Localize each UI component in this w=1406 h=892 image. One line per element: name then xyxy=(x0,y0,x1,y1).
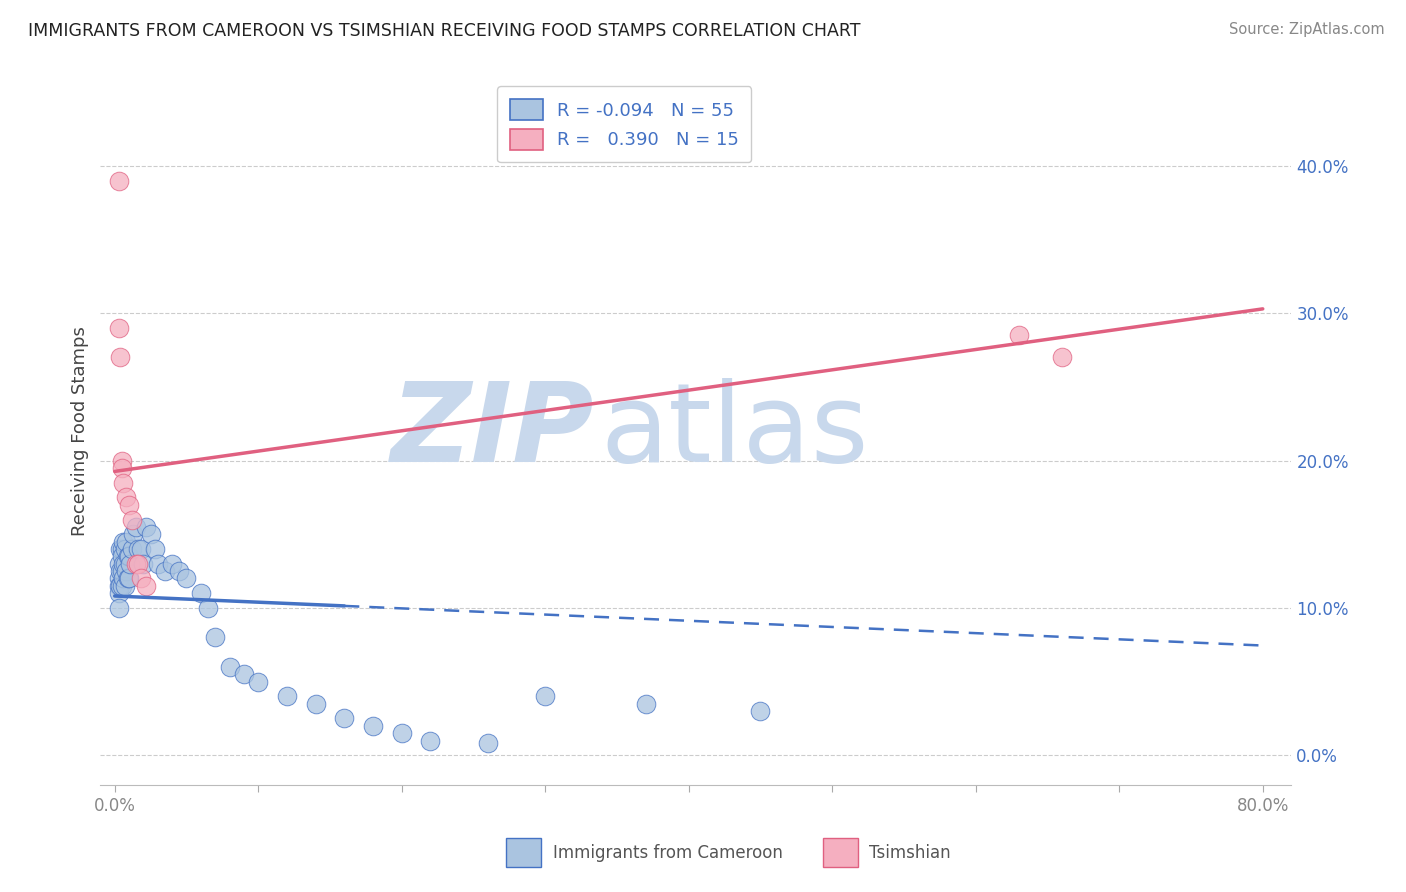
Point xyxy=(110,564,132,578)
Point xyxy=(108,586,131,600)
Point xyxy=(118,571,141,585)
Point xyxy=(120,557,142,571)
Point xyxy=(111,461,134,475)
Point xyxy=(749,704,772,718)
Point xyxy=(247,674,270,689)
Point xyxy=(108,557,131,571)
Point xyxy=(114,579,136,593)
Point xyxy=(111,549,134,564)
Point xyxy=(127,541,149,556)
Point xyxy=(110,351,132,365)
Point xyxy=(169,564,191,578)
Point xyxy=(112,534,135,549)
Point xyxy=(176,571,198,585)
Point xyxy=(153,564,176,578)
Point xyxy=(204,631,226,645)
Point xyxy=(139,527,162,541)
Point xyxy=(419,733,441,747)
Point xyxy=(108,579,131,593)
Point xyxy=(135,520,157,534)
Text: ZIP: ZIP xyxy=(391,377,595,484)
Point xyxy=(125,557,148,571)
Point xyxy=(143,541,166,556)
Point xyxy=(361,719,384,733)
Point xyxy=(146,557,169,571)
Point xyxy=(111,541,134,556)
Point xyxy=(115,491,138,505)
Text: IMMIGRANTS FROM CAMEROON VS TSIMSHIAN RECEIVING FOOD STAMPS CORRELATION CHART: IMMIGRANTS FROM CAMEROON VS TSIMSHIAN RE… xyxy=(28,22,860,40)
Point xyxy=(110,579,132,593)
Point xyxy=(117,549,139,564)
Point xyxy=(121,512,143,526)
Point xyxy=(1008,328,1031,343)
Point xyxy=(114,557,136,571)
Point xyxy=(108,601,131,615)
Legend: R = -0.094   N = 55, R =   0.390   N = 15: R = -0.094 N = 55, R = 0.390 N = 15 xyxy=(498,87,751,162)
Y-axis label: Receiving Food Stamps: Receiving Food Stamps xyxy=(72,326,89,536)
Point xyxy=(218,660,240,674)
Point xyxy=(108,321,131,335)
Point xyxy=(132,557,155,571)
Text: Immigrants from Cameroon: Immigrants from Cameroon xyxy=(553,844,782,862)
Point xyxy=(634,697,657,711)
Text: Tsimshian: Tsimshian xyxy=(869,844,950,862)
Point xyxy=(111,564,134,578)
Point xyxy=(110,541,132,556)
Text: atlas: atlas xyxy=(600,377,869,484)
Point xyxy=(333,711,356,725)
Point xyxy=(108,571,131,585)
Point xyxy=(121,541,143,556)
Point xyxy=(477,737,499,751)
Point xyxy=(1050,351,1073,365)
Point xyxy=(111,453,134,467)
Point xyxy=(190,586,212,600)
Point xyxy=(122,527,145,541)
Point xyxy=(118,498,141,512)
Point xyxy=(135,579,157,593)
Point xyxy=(276,690,298,704)
Point xyxy=(112,475,135,490)
Point xyxy=(127,557,149,571)
Point xyxy=(108,173,131,187)
Point xyxy=(534,690,557,704)
Point xyxy=(391,726,413,740)
Point xyxy=(160,557,183,571)
Point xyxy=(197,601,219,615)
Point xyxy=(114,541,136,556)
Point xyxy=(125,520,148,534)
Point xyxy=(118,549,141,564)
Point xyxy=(111,579,134,593)
Point xyxy=(232,667,254,681)
Point xyxy=(112,571,135,585)
Point xyxy=(129,571,152,585)
Point xyxy=(129,541,152,556)
Point xyxy=(115,534,138,549)
Point xyxy=(112,557,135,571)
Text: Source: ZipAtlas.com: Source: ZipAtlas.com xyxy=(1229,22,1385,37)
Point xyxy=(117,571,139,585)
Point xyxy=(115,564,138,578)
Point xyxy=(304,697,326,711)
